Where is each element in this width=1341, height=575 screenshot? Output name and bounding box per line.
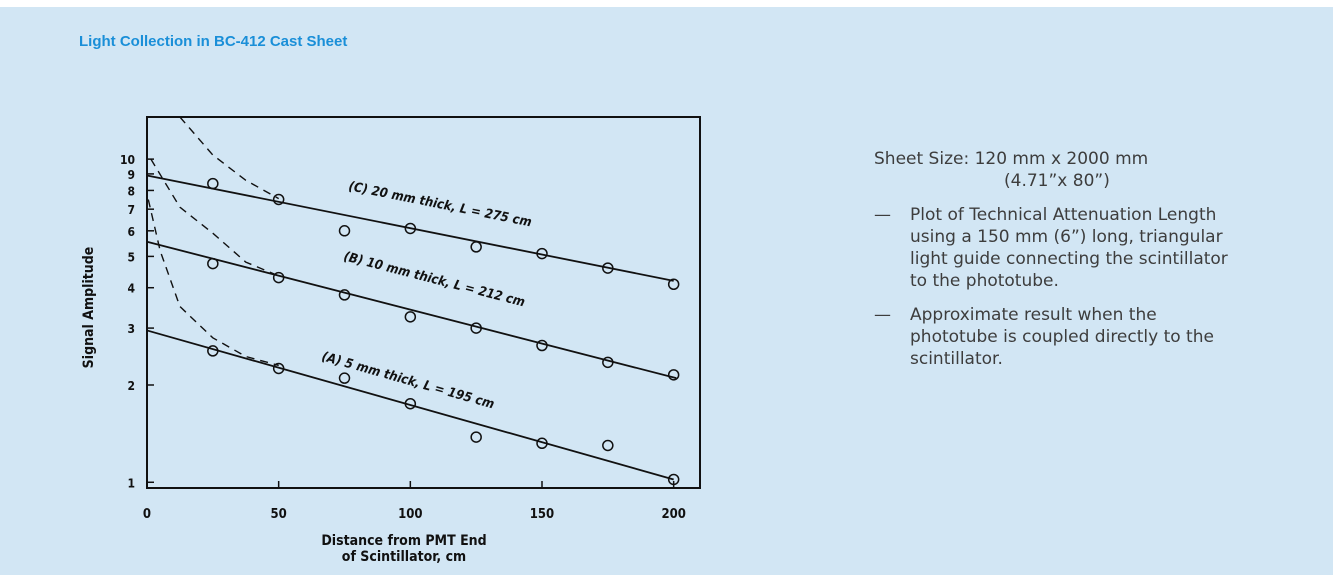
series-dashed-curve xyxy=(179,117,280,200)
series-dashed-curve xyxy=(150,158,279,277)
y-tick-label: 10 xyxy=(120,153,135,167)
data-point xyxy=(602,356,614,369)
data-point xyxy=(404,311,417,323)
data-point xyxy=(272,193,285,206)
data-point xyxy=(536,339,548,352)
data-point xyxy=(338,289,351,301)
note-text: Plot of Technical Attenuation Length usi… xyxy=(910,205,1228,291)
data-point xyxy=(207,257,219,270)
data-point xyxy=(470,322,482,334)
data-point xyxy=(602,439,614,452)
x-tick-label: 150 xyxy=(530,507,554,522)
data-point xyxy=(667,473,680,486)
note-item-2: — Approximate result when the phototube … xyxy=(874,304,1234,370)
data-point xyxy=(272,271,285,284)
note-dash: — xyxy=(874,205,891,225)
data-point xyxy=(207,177,219,190)
series-line xyxy=(146,240,677,380)
data-point xyxy=(338,225,351,237)
data-point xyxy=(338,372,351,384)
x-tick-label: 200 xyxy=(661,507,685,522)
data-point xyxy=(602,262,614,274)
y-tick-label: 6 xyxy=(127,225,135,239)
data-point xyxy=(404,222,417,235)
x-axis-label: Distance from PMT End xyxy=(321,533,486,549)
y-axis-label: Signal Amplitude xyxy=(81,247,97,369)
note-item-1: — Plot of Technical Attenuation Length u… xyxy=(874,204,1234,292)
y-tick-label: 5 xyxy=(127,250,135,264)
y-tick-label: 8 xyxy=(127,184,135,198)
data-point xyxy=(470,241,482,253)
sheet-size-inches: (4.71”x 80”) xyxy=(1004,171,1110,191)
y-tick-label: 3 xyxy=(127,322,135,336)
data-point xyxy=(536,437,548,450)
data-point xyxy=(470,431,482,443)
x-tick-label: 100 xyxy=(398,507,422,522)
data-point xyxy=(404,397,417,410)
series-label: (B) 10 mm thick, L = 212 cm xyxy=(342,249,526,310)
figure-panel xyxy=(0,7,1333,575)
series-label: (A) 5 mm thick, L = 195 cm xyxy=(320,349,496,412)
y-tick-label: 2 xyxy=(127,379,135,393)
note-text: Approximate result when the phototube is… xyxy=(910,305,1214,369)
y-tick-label: 7 xyxy=(127,203,135,217)
chart-svg: 0 50 100 150 200 1 2 3 4 5 6 7 8 910 Signal Amplitude… xyxy=(81,116,701,565)
series-label: (C) 20 mm thick, L = 275 cm xyxy=(347,179,533,230)
x-tick-label: 0 xyxy=(143,507,151,522)
y-tick-label: 4 xyxy=(127,282,135,296)
data-point xyxy=(667,369,680,381)
sheet-size-text: Sheet Size: 120 mm x 2000 mm xyxy=(874,149,1149,169)
data-point xyxy=(536,247,548,260)
y-tick-label: 9 xyxy=(127,168,135,182)
data-point xyxy=(667,278,680,290)
notes-panel: Sheet Size: 120 mm x 2000 mm (4.71”x 80”… xyxy=(874,148,1234,370)
series-line xyxy=(146,174,674,282)
note-dash: — xyxy=(874,305,891,325)
x-axis-label: of Scintillator, cm xyxy=(342,549,466,565)
series-dashed-curve xyxy=(147,199,279,367)
figure-title: Light Collection in BC-412 Cast Sheet xyxy=(79,33,348,50)
y-tick-label: 1 xyxy=(127,476,135,490)
series-line xyxy=(146,329,674,481)
data-point xyxy=(207,345,219,357)
x-tick-label: 50 xyxy=(271,507,287,522)
data-point xyxy=(272,362,285,375)
plot-frame xyxy=(146,116,701,489)
